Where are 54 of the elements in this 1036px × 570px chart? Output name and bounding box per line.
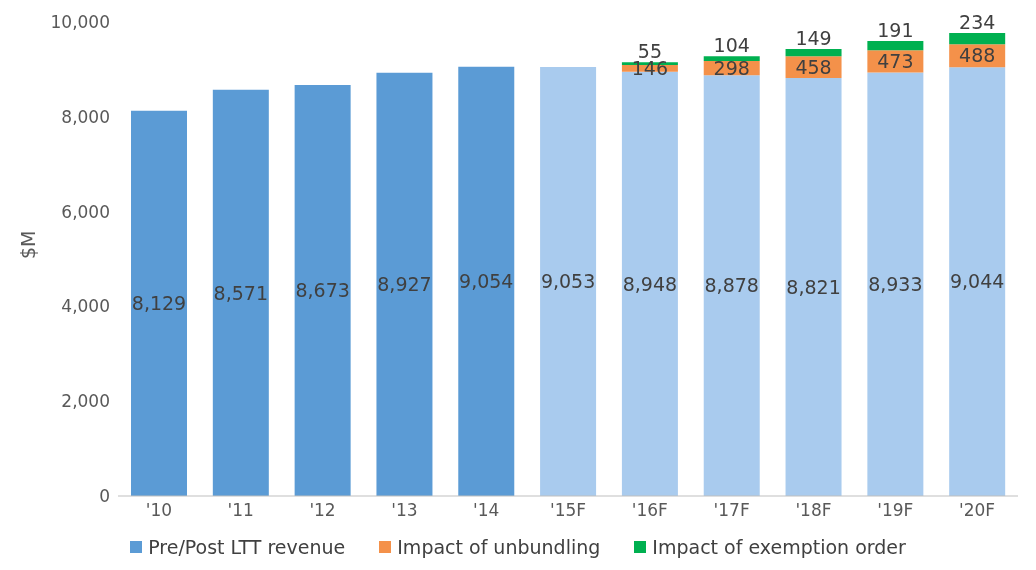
data-label: 149 (795, 27, 832, 50)
data-label: 9,054 (459, 270, 514, 293)
data-label: 9,053 (540, 270, 596, 293)
y-tick-label: 4,000 (61, 296, 110, 317)
data-label: 8,878 (704, 274, 759, 297)
x-tick-label: '11 (227, 500, 254, 521)
legend-label: Impact of unbundling (396, 536, 601, 558)
y-tick-label: 6,000 (61, 201, 110, 222)
data-label: 8,673 (295, 279, 350, 302)
bar (458, 66, 515, 496)
bar (212, 89, 269, 496)
data-label: 473 (877, 50, 914, 73)
data-label: 191 (877, 19, 914, 42)
data-label: 8,821 (786, 275, 841, 298)
data-label: 8,948 (622, 272, 678, 295)
x-tick-label: '17F (713, 500, 750, 521)
bar (131, 110, 187, 496)
bar (703, 56, 760, 62)
x-tick-label: '14 (473, 500, 500, 521)
x-tick-label: '13 (391, 500, 418, 521)
bar (949, 33, 1006, 45)
x-tick-label: '15F (549, 500, 587, 521)
x-tick-label: '20F (959, 500, 996, 521)
y-tick-label: 8,000 (61, 106, 110, 127)
x-tick-label: '16F (631, 500, 668, 521)
bar (785, 49, 842, 57)
bar (949, 67, 1006, 496)
x-tick-label: '10 (145, 500, 173, 521)
bar (294, 84, 351, 496)
bar (540, 66, 597, 496)
legend-label: Impact of exemption order (651, 536, 906, 558)
y-axis-title: $M (16, 230, 39, 259)
data-label: 104 (713, 34, 750, 57)
x-tick-label: '19F (877, 500, 914, 521)
x-tick-label: '18F (795, 500, 832, 521)
y-tick-label: 0 (99, 486, 110, 507)
legend-label: Pre/Post LTT revenue (147, 536, 346, 558)
bar (703, 75, 760, 496)
data-label: 458 (795, 55, 832, 78)
data-label: 9,044 (949, 270, 1005, 293)
data-label: 8,571 (213, 281, 269, 304)
data-label: 8,927 (377, 273, 432, 296)
data-label: 8,129 (131, 292, 187, 315)
y-tick-label: 10,000 (50, 12, 110, 33)
data-label: 298 (713, 56, 750, 79)
x-tick-label: '12 (309, 500, 336, 521)
bar (867, 41, 924, 51)
bar (785, 77, 842, 496)
data-label: 488 (959, 44, 996, 67)
data-label: 234 (959, 11, 996, 34)
bar (376, 72, 433, 496)
data-label: 8,933 (868, 273, 923, 296)
bar (867, 72, 924, 496)
y-tick-label: 2,000 (61, 391, 110, 412)
